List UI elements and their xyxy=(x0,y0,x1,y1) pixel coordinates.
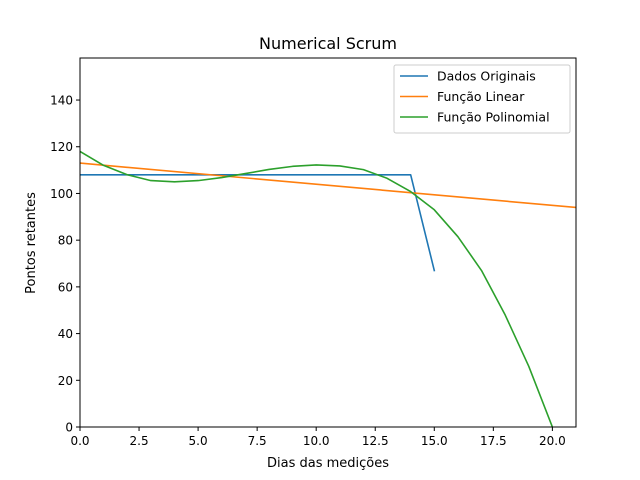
x-tick-label: 17.5 xyxy=(480,434,507,448)
x-tick-label: 5.0 xyxy=(189,434,208,448)
x-axis: 0.0 2.5 5.0 7.5 10.0 12.5 15.0 17.5 20.0 xyxy=(70,427,566,448)
x-tick-label: 7.5 xyxy=(248,434,267,448)
y-tick-label: 20 xyxy=(58,374,73,388)
series-line-1 xyxy=(80,173,436,272)
y-tick-label: 40 xyxy=(58,327,73,341)
x-tick-label: 2.5 xyxy=(130,434,149,448)
y-tick-label: 80 xyxy=(58,234,73,248)
series-line-2 xyxy=(80,162,576,209)
x-tick-label: 10.0 xyxy=(303,434,330,448)
series-layer xyxy=(80,150,576,427)
x-tick-label: 0.0 xyxy=(70,434,89,448)
x-tick-label: 12.5 xyxy=(362,434,389,448)
legend-label-3: Função Polinomial xyxy=(437,110,550,125)
y-axis-label: Pontos retantes xyxy=(24,192,39,294)
x-axis-label: Dias das medições xyxy=(267,456,389,471)
x-tick-label: 15.0 xyxy=(421,434,448,448)
legend: Dados Originais Função Linear Função Polin… xyxy=(393,64,571,134)
y-axis: 0 20 40 60 80 100 120 140 xyxy=(50,94,80,435)
chart-title: Numerical Scrum xyxy=(259,34,397,53)
y-tick-label: 120 xyxy=(50,140,73,154)
x-tick-label: 20.0 xyxy=(539,434,566,448)
y-tick-label: 100 xyxy=(50,187,73,201)
legend-label-1: Dados Originais xyxy=(437,69,536,84)
legend-box xyxy=(393,64,571,134)
y-tick-label: 140 xyxy=(50,94,73,108)
y-tick-label: 0 xyxy=(65,421,73,435)
legend-label-2: Função Linear xyxy=(437,89,525,104)
plot-frame xyxy=(79,57,577,428)
series-line-3 xyxy=(80,150,554,427)
y-tick-label: 60 xyxy=(58,280,73,294)
